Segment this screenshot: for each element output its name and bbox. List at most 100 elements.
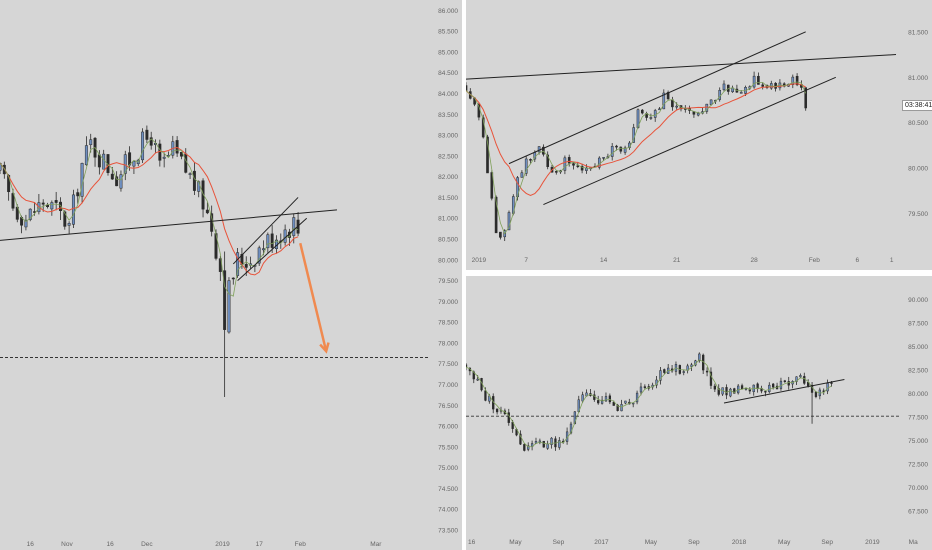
y-tick-label: 82.000: [438, 174, 458, 181]
candle-body: [675, 105, 679, 108]
candle: [639, 382, 643, 396]
candle: [231, 277, 235, 285]
y-tick-label: 85.500: [438, 29, 458, 36]
trend-line[interactable]: [543, 76, 836, 206]
candle-body: [581, 394, 584, 402]
candle-body: [563, 157, 567, 171]
candle-body: [612, 402, 615, 406]
candle: [93, 137, 97, 167]
candle: [775, 382, 779, 390]
trend-line[interactable]: [466, 54, 897, 80]
candle: [54, 191, 58, 211]
candle-body: [529, 159, 532, 161]
candle: [554, 170, 558, 175]
y-tick-label: 72.500: [908, 462, 928, 469]
candle: [205, 202, 209, 215]
candle-body: [507, 212, 511, 231]
y-tick-label: 80.500: [908, 120, 928, 127]
candle: [752, 71, 756, 89]
candle-body: [149, 137, 153, 146]
candle: [499, 231, 502, 240]
candle: [705, 103, 709, 114]
candle-body: [653, 110, 657, 118]
candle-body: [119, 174, 123, 189]
candle-body: [80, 163, 84, 197]
y-tick-label: 67.500: [908, 509, 928, 516]
candle-body: [705, 370, 709, 373]
candle-body: [554, 171, 558, 173]
trend-line[interactable]: [237, 217, 308, 281]
trend-line[interactable]: [508, 31, 806, 165]
candle: [655, 375, 658, 389]
candle-body: [640, 109, 644, 114]
chart-panel-top-right[interactable]: 79.500 80.000 80.500 81.000 81.500 2019 7 14 21 2…: [466, 0, 932, 270]
candle-body: [690, 364, 693, 367]
trend-line[interactable]: [0, 209, 338, 241]
candle-body: [632, 127, 636, 143]
candle-body: [649, 117, 653, 119]
y-tick-label: 80.000: [438, 257, 458, 264]
candle-body: [141, 131, 145, 161]
candle: [713, 383, 716, 393]
y-tick-label: 80.000: [908, 166, 928, 173]
candle: [37, 194, 41, 215]
candle: [760, 385, 763, 394]
candle: [466, 82, 468, 91]
candle-body: [705, 103, 709, 112]
candle-body: [682, 371, 685, 373]
candlestick-chart-bottom-right[interactable]: 67.500 70.000 72.500 75.000 77.500 80.000 82.5…: [466, 276, 932, 550]
candle: [667, 363, 670, 374]
trend-line[interactable]: [232, 197, 299, 265]
y-tick-label: 77.500: [438, 361, 458, 368]
candle-body: [639, 386, 643, 393]
candle: [608, 393, 612, 405]
y-tick-label: 79.500: [908, 211, 928, 218]
candle: [717, 384, 720, 397]
candle-body: [542, 440, 545, 448]
trend-line[interactable]: [723, 378, 845, 404]
candle-body: [67, 223, 71, 226]
candle: [149, 131, 153, 150]
candle: [59, 197, 62, 221]
candlestick-chart-top-right[interactable]: 79.500 80.000 80.500 81.000 81.500 2019 7 14 21 2…: [466, 0, 932, 270]
chart-panel-left[interactable]: 73.500 74.000 74.500 75.000 75.500 76.000 76.5…: [0, 0, 462, 550]
candle-body: [257, 247, 261, 264]
candlestick-chart-left[interactable]: 73.500 74.000 74.500 75.000 75.500 76.000 76.5…: [0, 0, 462, 550]
candle: [782, 82, 786, 88]
candle: [542, 440, 545, 448]
candle: [663, 368, 666, 375]
candle: [28, 208, 32, 222]
x-tick-label: 2019: [472, 257, 487, 264]
candle: [145, 125, 149, 144]
x-tick-label: May: [778, 539, 791, 546]
candle: [227, 277, 231, 334]
y-tick-label: 75.500: [438, 444, 458, 451]
candle: [158, 139, 162, 167]
candle: [718, 87, 722, 102]
candle-body: [527, 445, 530, 450]
candle-body: [663, 369, 666, 373]
candle: [524, 156, 528, 177]
candle-body: [757, 75, 760, 85]
x-tick-label: 2019: [215, 541, 230, 548]
y-tick-label: 76.500: [438, 403, 458, 410]
candle-body: [799, 375, 802, 378]
candle: [658, 106, 661, 111]
candle-body: [717, 388, 720, 395]
candle: [580, 163, 584, 174]
candle-body: [623, 147, 627, 153]
x-tick-label: May: [509, 539, 522, 546]
candle: [523, 443, 526, 452]
chart-panel-bottom-right[interactable]: 67.500 70.000 72.500 75.000 77.500 80.000 82.5…: [466, 276, 932, 550]
y-tick-label: 85.000: [908, 344, 928, 351]
candle-body: [520, 172, 524, 178]
candle-body: [774, 82, 777, 89]
candle-body: [546, 154, 550, 167]
candle-body: [643, 386, 647, 388]
candle-body: [227, 280, 231, 333]
candle-body: [729, 388, 732, 397]
candle-body: [524, 158, 528, 174]
projection-arrow[interactable]: [299, 242, 328, 352]
candle-body: [662, 92, 666, 110]
candle: [119, 170, 123, 192]
